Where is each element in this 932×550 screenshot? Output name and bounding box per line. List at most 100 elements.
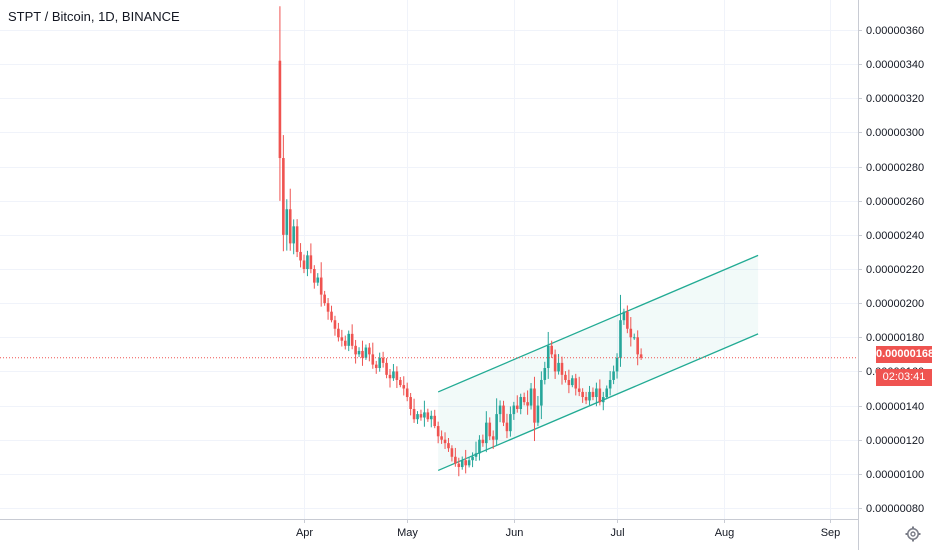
candle-body [385, 363, 388, 375]
candle-body [330, 312, 333, 321]
candle-body [595, 389, 598, 398]
candle-body [478, 440, 481, 454]
candle-body [406, 389, 409, 398]
candle-body [468, 460, 471, 465]
candle-body [310, 255, 313, 269]
candle-body [502, 406, 505, 423]
candle-body [636, 337, 639, 354]
time-axis-label: May [397, 527, 418, 539]
price-axis-label: 0.00000320 [866, 93, 924, 105]
candle-body [499, 406, 502, 415]
candle-body [612, 371, 615, 380]
candle-body [599, 389, 602, 403]
candle-body [416, 414, 419, 419]
candle-body [516, 406, 519, 409]
price-axis-label: 0.00000200 [866, 298, 924, 310]
price-axis-label: 0.00000340 [866, 59, 924, 71]
candle-body [513, 406, 516, 415]
last-price-badge: 0.00000168 [876, 346, 932, 363]
candle-body [564, 375, 567, 380]
candle-body [616, 358, 619, 372]
price-axis-label: 0.00000280 [866, 162, 924, 174]
candle-body [347, 334, 350, 346]
candle-body [619, 320, 622, 358]
candle-body [420, 414, 423, 417]
candle-body [471, 457, 474, 460]
candle-body [430, 416, 433, 419]
candle-body [396, 371, 399, 380]
candle-body [365, 348, 368, 358]
candle-body [581, 392, 584, 397]
gear-icon[interactable] [905, 526, 921, 542]
candle-body [344, 341, 347, 346]
candle-body [592, 392, 595, 397]
candle-body [461, 460, 464, 467]
candle-body [389, 375, 392, 378]
candle-body [316, 278, 319, 283]
candle-body [509, 414, 512, 431]
price-axis-label: 0.00000240 [866, 230, 924, 242]
candle-body [550, 346, 553, 355]
candle-body [626, 312, 629, 329]
price-axis-label: 0.00000180 [866, 332, 924, 344]
candle-body [447, 443, 450, 448]
candle-body [334, 320, 337, 329]
candle-body [482, 440, 485, 443]
candle-body [640, 354, 643, 357]
candle-body [454, 457, 457, 464]
candle-body [537, 406, 540, 423]
candle-body [561, 363, 564, 375]
candle-body [358, 351, 361, 354]
candle-body [530, 389, 533, 406]
price-axis-label: 0.00000120 [866, 435, 924, 447]
candle-body [378, 358, 381, 368]
candle-body [423, 412, 426, 417]
candle-body [306, 255, 309, 269]
candle-body [585, 397, 588, 400]
candle-body [289, 209, 292, 243]
candle-body [303, 260, 306, 269]
candle-body [578, 389, 581, 392]
candle-body [279, 61, 282, 158]
candle-body [495, 414, 498, 440]
candle-body [372, 354, 375, 364]
price-axis-label: 0.00000220 [866, 264, 924, 276]
price-axis-label: 0.00000140 [866, 401, 924, 413]
price-axis-label: 0.00000080 [866, 503, 924, 515]
candle-body [630, 329, 633, 338]
candle-body [464, 460, 467, 465]
candle-body [413, 409, 416, 419]
candle-body [544, 368, 547, 380]
candle-body [368, 348, 371, 355]
candle-body [399, 380, 402, 385]
candle-body [458, 464, 461, 467]
candle-body [296, 226, 299, 252]
candle-body [451, 448, 454, 457]
candle-body [475, 453, 478, 456]
candle-body [440, 436, 443, 439]
candle-body [533, 389, 536, 423]
candle-body [554, 354, 557, 371]
candle-body [574, 378, 577, 388]
candle-body [526, 402, 529, 405]
countdown-badge: 02:03:41 [876, 369, 932, 386]
candle-body [392, 371, 395, 378]
candle-body [557, 363, 560, 372]
candle-body [488, 423, 491, 437]
candle-body [568, 380, 571, 385]
candle-body [602, 397, 605, 402]
chart-title: STPT / Bitcoin, 1D, BINANCE [8, 9, 180, 24]
candle-body [540, 380, 543, 406]
time-axis-label: Sep [821, 527, 841, 539]
candle-body [361, 351, 364, 358]
candle-body [623, 312, 626, 321]
candle-body [282, 158, 285, 235]
candle-body [402, 385, 405, 388]
candle-body [341, 337, 344, 340]
candle-body [609, 380, 612, 389]
candle-body [409, 397, 412, 409]
candle-body [351, 334, 354, 346]
candle-body [427, 412, 430, 419]
